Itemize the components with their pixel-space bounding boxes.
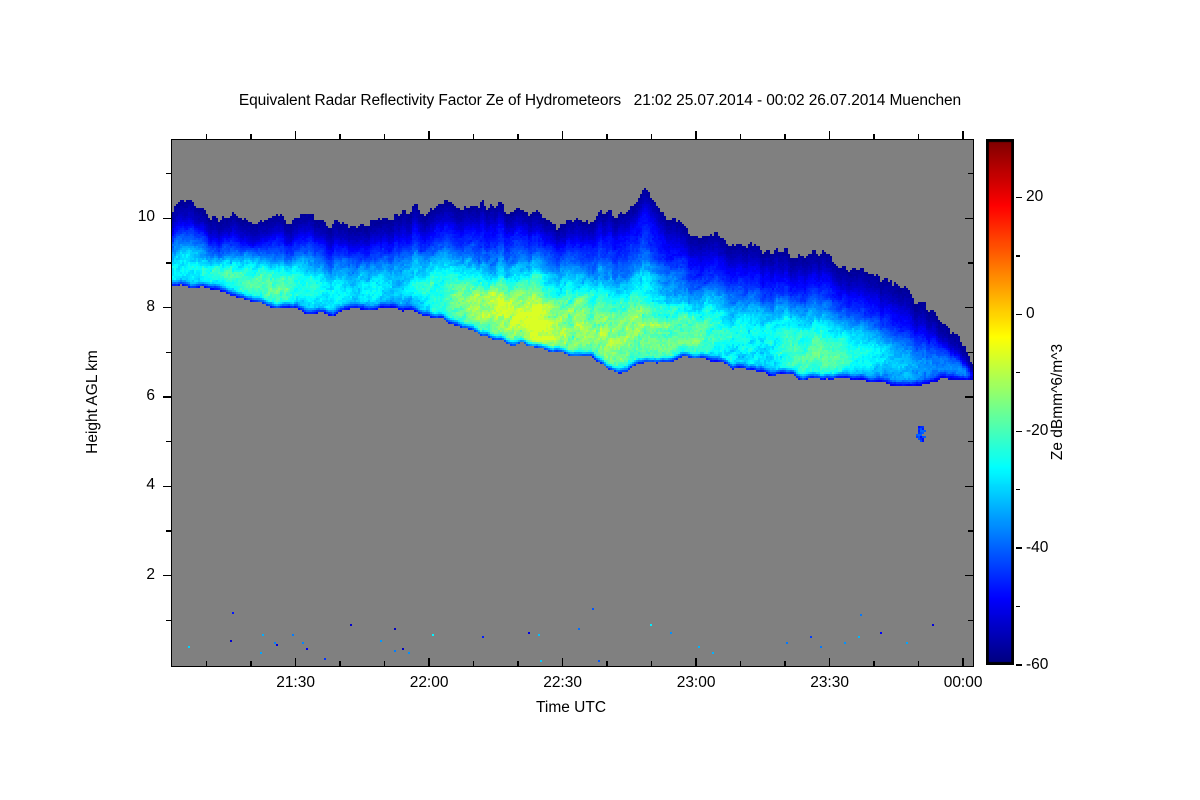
colorbar-tick — [1016, 196, 1022, 199]
x-axis-minor-tick — [205, 661, 208, 666]
y-axis-minor-tick — [166, 351, 171, 354]
x-axis-tick-label: 21:30 — [276, 674, 315, 691]
y-axis-minor-tick-right — [967, 173, 973, 175]
x-axis-tick — [561, 658, 564, 666]
y-axis-tick-label: 6 — [146, 387, 155, 405]
y-axis-minor-tick-right — [967, 441, 973, 443]
x-axis-tick-top — [962, 131, 964, 139]
colorbar-minor-tick — [1016, 605, 1020, 608]
x-axis-minor-tick — [873, 661, 875, 666]
y-axis-minor-tick-right — [967, 619, 973, 621]
x-axis-minor-tick — [250, 661, 252, 666]
y-axis-tick — [163, 485, 171, 488]
y-axis-tick-label: 4 — [146, 476, 155, 494]
x-axis-minor-tick-top — [205, 134, 208, 139]
colorbar-tick-label: 20 — [1026, 188, 1044, 206]
colorbar-tick — [1016, 547, 1022, 549]
colorbar-title: Ze dBmm^6/m^3 — [1049, 343, 1066, 461]
x-axis-tick — [695, 658, 697, 666]
colorbar-tick — [1016, 664, 1022, 666]
y-axis-tick — [163, 307, 171, 309]
y-axis-tick-label: 8 — [146, 297, 155, 315]
x-axis-minor-tick-top — [339, 134, 341, 139]
y-axis-minor-tick — [166, 262, 171, 264]
colorbar-tick — [1016, 313, 1022, 315]
colorbar-minor-tick — [1016, 372, 1020, 374]
y-axis-title: Height AGL km — [84, 350, 101, 454]
x-axis-tick-label: 23:30 — [810, 674, 849, 691]
x-axis-tick-top — [561, 131, 564, 139]
x-axis-minor-tick — [383, 661, 386, 666]
colorbar-tick — [1016, 430, 1022, 432]
x-axis-minor-tick-top — [383, 134, 386, 139]
colorbar-tick-label: -60 — [1026, 656, 1049, 673]
x-axis-tick-label: 23:00 — [676, 674, 716, 691]
x-axis-minor-tick — [472, 661, 475, 666]
x-axis-minor-tick-top — [873, 134, 875, 139]
x-axis-tick-top — [428, 131, 430, 139]
reflectivity-heatmap — [172, 140, 973, 666]
x-axis-tick-label: 22:30 — [543, 674, 582, 691]
x-axis-minor-tick-top — [784, 134, 786, 139]
x-axis-minor-tick — [784, 661, 786, 666]
plot-area — [171, 139, 974, 667]
x-axis-minor-tick — [739, 661, 742, 666]
x-axis-tick-top — [294, 131, 297, 139]
colorbar-minor-tick — [1016, 255, 1020, 257]
colorbar — [986, 139, 1014, 665]
x-axis-tick — [828, 658, 831, 666]
x-axis-minor-tick-top — [606, 134, 608, 139]
x-axis-minor-tick — [606, 661, 608, 666]
x-axis-title: Time UTC — [535, 699, 607, 716]
y-axis-minor-tick — [166, 619, 171, 621]
x-axis-minor-tick — [517, 661, 519, 666]
x-axis-tick-top — [828, 131, 831, 139]
x-axis-tick-top — [695, 131, 697, 139]
x-axis-minor-tick — [917, 661, 920, 666]
x-axis-minor-tick-top — [739, 134, 742, 139]
colorbar-tick-label: -20 — [1026, 422, 1049, 440]
x-axis-minor-tick-top — [250, 134, 252, 139]
y-axis-tick-label: 10 — [137, 208, 155, 226]
y-axis-tick — [163, 575, 171, 577]
colorbar-tick-label: 0 — [1026, 305, 1035, 323]
y-axis-tick-right — [964, 307, 973, 309]
y-axis-minor-tick-right — [967, 351, 973, 354]
y-axis-tick — [163, 217, 171, 220]
y-axis-tick — [163, 396, 171, 398]
x-axis-minor-tick-top — [650, 134, 653, 139]
x-axis-tick — [294, 658, 297, 666]
y-axis-tick-right — [964, 575, 973, 577]
x-axis-tick — [962, 658, 964, 666]
x-axis-tick — [428, 658, 430, 666]
y-axis-tick-label: 2 — [146, 565, 155, 583]
y-axis-tick-right — [964, 217, 973, 220]
x-axis-tick-label: 00:00 — [943, 674, 983, 691]
y-axis-minor-tick-right — [967, 530, 973, 532]
x-axis-tick-label: 22:00 — [409, 674, 449, 691]
x-axis-minor-tick-top — [517, 134, 519, 139]
x-axis-minor-tick — [339, 661, 341, 666]
y-axis-tick-right — [964, 396, 973, 398]
x-axis-minor-tick-top — [472, 134, 475, 139]
colorbar-minor-tick — [1016, 489, 1020, 491]
y-axis-minor-tick — [166, 441, 171, 443]
colorbar-gradient — [986, 139, 1014, 665]
y-axis-minor-tick-right — [967, 262, 973, 264]
y-axis-minor-tick — [166, 530, 171, 532]
y-axis-minor-tick — [166, 173, 171, 175]
colorbar-tick-label: -40 — [1026, 539, 1049, 557]
page-title: Equivalent Radar Reflectivity Factor Ze … — [238, 92, 962, 109]
x-axis-minor-tick — [650, 661, 653, 666]
y-axis-tick-right — [964, 485, 973, 488]
x-axis-minor-tick-top — [917, 134, 920, 139]
